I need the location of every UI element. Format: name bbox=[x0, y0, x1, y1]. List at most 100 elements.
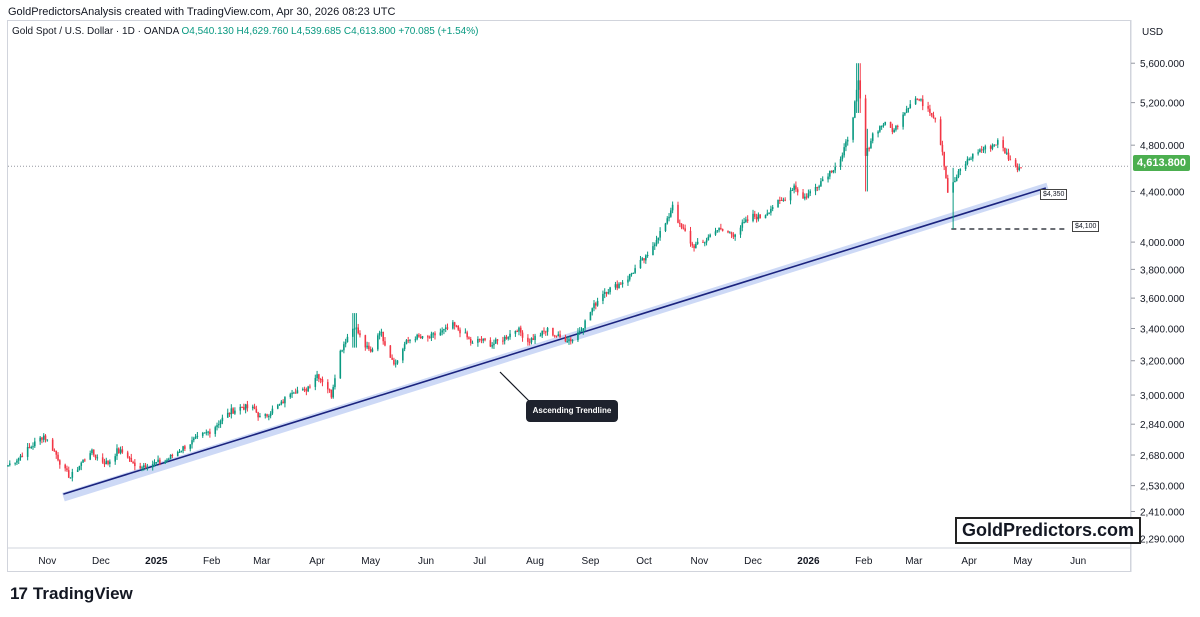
candle-body bbox=[782, 199, 785, 201]
candle-body bbox=[802, 192, 804, 199]
candle-body bbox=[682, 227, 685, 229]
candle-body bbox=[930, 113, 933, 116]
candle-body bbox=[1007, 152, 1010, 160]
candle-body bbox=[568, 339, 570, 342]
candle-body bbox=[17, 457, 20, 461]
candle-body bbox=[966, 159, 969, 165]
candle-body bbox=[151, 464, 154, 468]
candle-body bbox=[779, 200, 781, 202]
candle-body bbox=[352, 328, 354, 337]
candle-body bbox=[771, 207, 774, 209]
x-tick-label: Jun bbox=[418, 556, 434, 567]
candle-body bbox=[584, 320, 586, 329]
candle-body bbox=[984, 146, 987, 150]
candle-body bbox=[477, 338, 479, 343]
candle-body bbox=[846, 139, 849, 142]
candle-body bbox=[502, 340, 504, 342]
chart-caption: GoldPredictorsAnalysis created with Trad… bbox=[8, 6, 396, 18]
candle-body bbox=[527, 337, 529, 342]
candle-body bbox=[427, 336, 429, 338]
candle-body bbox=[695, 243, 697, 249]
candle-body bbox=[266, 414, 268, 417]
candle-body bbox=[666, 218, 669, 224]
candle-body bbox=[759, 214, 761, 219]
tradingview-logo[interactable]: 17 TradingView bbox=[10, 584, 133, 604]
candle-body bbox=[368, 345, 370, 350]
candle-body bbox=[653, 244, 656, 247]
candle-body bbox=[182, 446, 184, 451]
candle-body bbox=[219, 421, 222, 425]
candle-body bbox=[677, 204, 679, 223]
candle-body bbox=[678, 222, 681, 224]
candle-body bbox=[441, 330, 443, 333]
candle-body bbox=[896, 125, 899, 127]
candle-body bbox=[821, 179, 824, 182]
candle-body bbox=[407, 340, 410, 342]
candle-body bbox=[671, 204, 674, 211]
candle-body bbox=[784, 199, 786, 201]
candle-body bbox=[271, 408, 274, 414]
candle-body bbox=[134, 462, 136, 467]
candle-body bbox=[221, 417, 224, 422]
candle-body bbox=[355, 327, 358, 329]
level-4350-label: $4,350 bbox=[1040, 189, 1068, 200]
candle-body bbox=[594, 303, 597, 306]
candle-body bbox=[866, 148, 869, 156]
candle-body bbox=[693, 245, 695, 249]
candle-body bbox=[144, 465, 147, 468]
candle-body bbox=[32, 446, 34, 448]
candle-body bbox=[232, 408, 234, 414]
candle-body bbox=[909, 104, 912, 109]
candle-body bbox=[278, 404, 281, 406]
candle-body bbox=[555, 335, 558, 337]
candle-body bbox=[21, 455, 24, 457]
candle-body bbox=[469, 338, 472, 343]
candle-body bbox=[927, 106, 929, 109]
x-tick-label: Dec bbox=[92, 556, 110, 567]
candle-body bbox=[929, 108, 931, 114]
candle-body bbox=[468, 337, 470, 339]
candle-body bbox=[330, 389, 333, 398]
x-tick-label: May bbox=[1013, 556, 1032, 567]
candle-body bbox=[16, 460, 18, 463]
candle-body bbox=[480, 339, 483, 341]
candle-body bbox=[630, 273, 633, 275]
candle-body bbox=[1009, 159, 1012, 161]
x-tick-label: Apr bbox=[961, 556, 977, 567]
candle-body bbox=[657, 237, 660, 240]
candle-body bbox=[934, 117, 937, 120]
x-tick-label: Dec bbox=[744, 556, 762, 567]
candle-body bbox=[941, 144, 944, 152]
candle-body bbox=[766, 213, 769, 216]
candle-body bbox=[957, 171, 960, 178]
candle-body bbox=[518, 327, 520, 332]
candle-body bbox=[107, 460, 109, 464]
candle-body bbox=[939, 119, 942, 145]
candle-body bbox=[996, 140, 999, 145]
candle-body bbox=[789, 190, 792, 201]
candle-body bbox=[703, 242, 706, 244]
candle-body bbox=[716, 230, 719, 232]
candle-body bbox=[709, 234, 711, 237]
candle-body bbox=[830, 170, 833, 173]
candle-body bbox=[605, 292, 608, 294]
candle-body bbox=[378, 332, 381, 336]
candle-body bbox=[795, 185, 797, 190]
candle-body bbox=[491, 345, 493, 347]
candle-body bbox=[234, 410, 236, 414]
candle-body bbox=[845, 141, 847, 148]
candle-body bbox=[164, 461, 167, 464]
candle-body bbox=[484, 338, 486, 341]
candle-body bbox=[446, 327, 449, 329]
symbol-name[interactable]: Gold Spot / U.S. Dollar · 1D · OANDA bbox=[12, 26, 179, 37]
candle-body bbox=[521, 332, 524, 338]
x-tick-label: Feb bbox=[855, 556, 873, 567]
candle-body bbox=[341, 350, 343, 352]
candle-body bbox=[918, 99, 920, 101]
last-price-tag: 4,613.800 bbox=[1133, 155, 1190, 171]
y-tick-label: 3,800.000 bbox=[1140, 265, 1185, 276]
candle-body bbox=[516, 331, 518, 333]
candle-body bbox=[28, 447, 31, 449]
currency-label[interactable]: USD bbox=[1142, 27, 1164, 38]
